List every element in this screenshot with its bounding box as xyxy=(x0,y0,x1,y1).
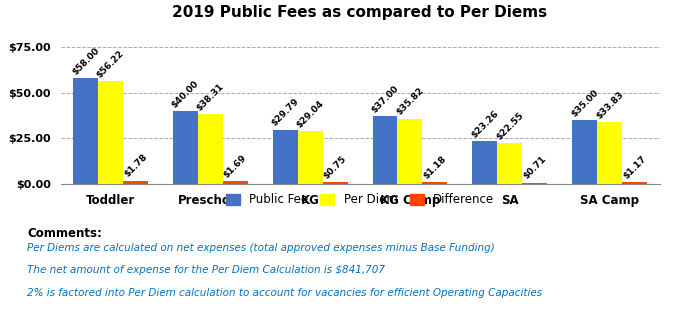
Bar xyxy=(622,182,647,184)
Bar xyxy=(198,114,223,184)
Text: $1.69: $1.69 xyxy=(222,153,248,179)
Text: Comments:: Comments: xyxy=(27,227,102,240)
Bar xyxy=(373,116,398,184)
Text: $29.79: $29.79 xyxy=(270,97,301,128)
Text: $38.31: $38.31 xyxy=(195,82,225,113)
Text: 2% is factored into Per Diem calculation to account for vacancies for efficient : 2% is factored into Per Diem calculation… xyxy=(27,288,542,299)
Bar xyxy=(522,183,547,184)
Text: $0.75: $0.75 xyxy=(322,155,349,181)
Bar xyxy=(398,119,423,184)
Legend: Public Fee, Per Diem, Difference: Public Fee, Per Diem, Difference xyxy=(221,189,499,211)
Bar xyxy=(173,111,198,184)
Text: $0.71: $0.71 xyxy=(522,155,548,181)
Text: $1.78: $1.78 xyxy=(122,153,149,179)
Text: $22.55: $22.55 xyxy=(495,110,525,141)
Bar xyxy=(497,143,522,184)
Text: $40.00: $40.00 xyxy=(170,79,201,110)
Bar xyxy=(273,130,297,184)
Bar xyxy=(73,78,98,184)
Text: $33.83: $33.83 xyxy=(594,90,625,121)
Text: $56.22: $56.22 xyxy=(95,49,126,80)
Text: $1.17: $1.17 xyxy=(621,154,648,180)
Title: 2019 Public Fees as compared to Per Diems: 2019 Public Fees as compared to Per Diem… xyxy=(172,5,548,20)
Text: $35.82: $35.82 xyxy=(394,86,425,117)
Bar xyxy=(572,120,597,184)
Text: $1.18: $1.18 xyxy=(422,154,448,180)
Bar xyxy=(223,181,248,184)
Bar xyxy=(423,182,448,184)
Bar xyxy=(472,141,497,184)
Text: $37.00: $37.00 xyxy=(369,84,400,115)
Text: $58.00: $58.00 xyxy=(70,46,101,77)
Bar xyxy=(98,81,123,184)
Text: $29.04: $29.04 xyxy=(295,99,326,130)
Text: The net amount of expense for the Per Diem Calculation is $841,707: The net amount of expense for the Per Di… xyxy=(27,265,385,275)
Bar xyxy=(597,122,622,184)
Text: $23.26: $23.26 xyxy=(469,109,500,140)
Text: Per Diems are calculated on net expenses (total approved expenses minus Base Fun: Per Diems are calculated on net expenses… xyxy=(27,243,495,253)
Bar xyxy=(322,183,347,184)
Bar xyxy=(123,181,148,184)
Bar xyxy=(297,131,322,184)
Text: $35.00: $35.00 xyxy=(569,88,600,119)
